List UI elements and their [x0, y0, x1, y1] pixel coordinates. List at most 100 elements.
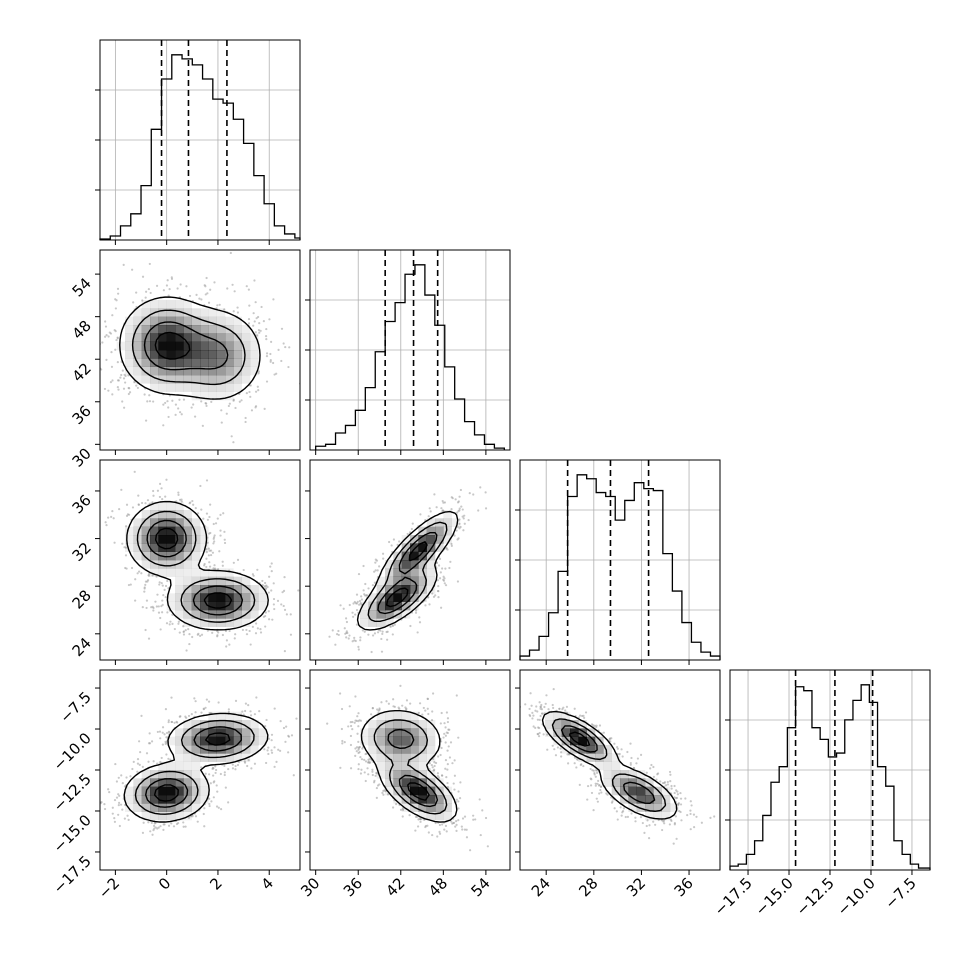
- scatter-point: [219, 534, 222, 537]
- density-cell: [166, 341, 176, 351]
- scatter-point: [208, 565, 212, 568]
- scatter-point: [648, 824, 651, 827]
- scatter-point: [589, 767, 592, 771]
- scatter-point: [670, 787, 673, 790]
- scatter-point: [348, 705, 351, 708]
- scatter-point: [690, 804, 693, 807]
- scatter-point: [196, 512, 200, 515]
- scatter-point: [380, 701, 383, 704]
- scatter-point: [668, 823, 671, 826]
- scatter-point: [217, 631, 220, 634]
- scatter-point: [564, 709, 567, 712]
- scatter-point: [190, 712, 193, 716]
- scatter-point: [107, 788, 110, 791]
- scatter-point: [355, 623, 359, 626]
- scatter-point: [230, 435, 233, 438]
- scatter-point: [255, 317, 258, 320]
- density-cell: [175, 560, 184, 569]
- density-cell: [191, 720, 201, 729]
- scatter-point: [524, 703, 527, 706]
- scatter-point: [590, 791, 594, 795]
- scatter-point: [272, 298, 275, 301]
- scatter-point: [371, 707, 374, 710]
- scatter-point: [611, 800, 614, 803]
- scatter-point: [328, 635, 331, 638]
- density-cell: [233, 585, 242, 594]
- scatter-point: [206, 541, 209, 544]
- scatter-point: [213, 540, 216, 543]
- scatter-point: [375, 771, 378, 775]
- density-cell: [225, 610, 234, 619]
- density-cell: [175, 576, 184, 586]
- density-cell: [250, 350, 259, 359]
- pair-panel-3-2: [515, 669, 721, 875]
- scatter-point: [426, 707, 429, 710]
- density-cell: [191, 803, 201, 812]
- density-cell: [166, 300, 176, 309]
- contour-line: [367, 521, 448, 623]
- contour-line: [131, 309, 246, 386]
- scatter-point: [621, 811, 624, 814]
- scatter-point: [182, 825, 185, 828]
- scatter-point: [283, 608, 287, 611]
- density-cell: [175, 770, 184, 779]
- scatter-point: [127, 583, 131, 587]
- scatter-point: [176, 721, 179, 724]
- scatter-point: [223, 538, 226, 541]
- scatter-point: [398, 707, 401, 710]
- scatter-point: [401, 704, 404, 707]
- density-cell: [175, 375, 184, 384]
- scatter-point: [448, 566, 451, 570]
- scatter-point: [663, 781, 667, 784]
- scatter-point: [122, 263, 125, 266]
- scatter-point: [165, 753, 168, 756]
- scatter-point: [433, 761, 436, 764]
- scatter-point: [399, 684, 402, 687]
- density-cell: [183, 325, 192, 334]
- scatter-point: [355, 593, 359, 596]
- scatter-point: [375, 559, 379, 562]
- scatter-point: [185, 649, 188, 652]
- density-cell: [191, 518, 201, 527]
- contour-line: [126, 500, 269, 631]
- scatter-point: [289, 613, 292, 616]
- scatter-point: [689, 828, 692, 831]
- scatter-point: [277, 348, 280, 351]
- scatter-point: [210, 400, 213, 403]
- density-cell: [385, 745, 394, 754]
- density-cell: [183, 560, 192, 569]
- scatter-point: [124, 546, 128, 549]
- density-cell: [166, 736, 176, 746]
- density-cell: [200, 568, 209, 577]
- scatter-point: [205, 512, 209, 515]
- scatter-point: [269, 360, 272, 363]
- scatter-point: [103, 387, 107, 391]
- scatter-point: [147, 821, 150, 824]
- scatter-point: [449, 560, 452, 563]
- scatter-point: [163, 588, 166, 591]
- density-cell: [418, 811, 427, 821]
- scatter-point: [440, 507, 443, 510]
- scatter-point: [684, 797, 687, 800]
- scatter-point: [167, 824, 171, 827]
- scatter-point: [161, 611, 164, 614]
- scatter-point: [261, 584, 264, 587]
- density-cell: [435, 786, 444, 796]
- scatter-point: [187, 714, 191, 718]
- scatter-point: [436, 772, 440, 775]
- hist-panel-0: [95, 39, 301, 245]
- scatter-point: [459, 488, 462, 492]
- scatter-point: [440, 711, 443, 715]
- scatter-point: [165, 736, 168, 739]
- density-cell: [125, 543, 134, 552]
- contour-line: [134, 719, 255, 815]
- scatter-point: [362, 589, 365, 592]
- density-cell: [200, 543, 209, 552]
- scatter-point: [456, 538, 459, 541]
- scatter-point: [546, 748, 549, 751]
- density-cell: [166, 333, 176, 342]
- scatter-point: [359, 756, 362, 759]
- density-cell: [175, 551, 184, 561]
- scatter-point: [248, 304, 251, 307]
- scatter-point: [221, 633, 224, 637]
